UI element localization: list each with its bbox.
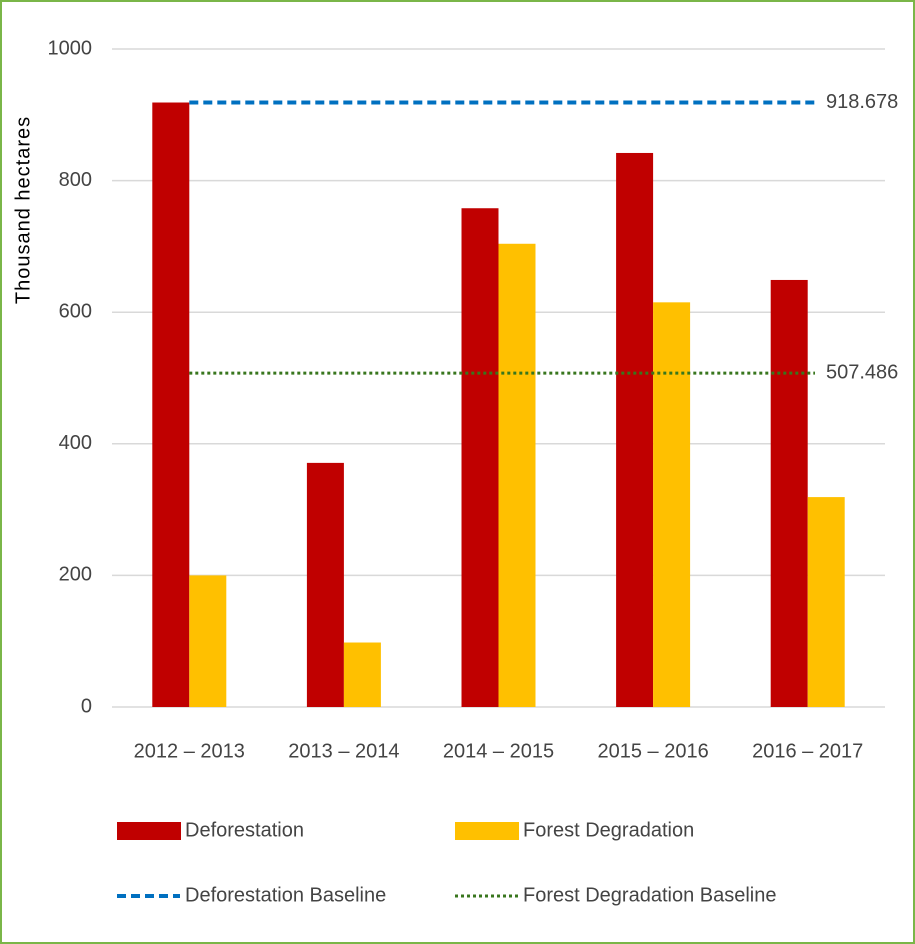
y-tick-label: 1000 xyxy=(48,37,93,59)
bar xyxy=(770,279,808,707)
y-tick-label: 200 xyxy=(59,564,92,586)
legend-swatch xyxy=(117,822,181,840)
legend-label: Forest Degradation xyxy=(523,819,694,841)
x-tick-label: 2015 – 2016 xyxy=(597,740,708,762)
legend-label: Forest Degradation Baseline xyxy=(523,884,776,906)
bar xyxy=(498,243,536,707)
x-tick-label: 2016 – 2017 xyxy=(752,740,863,762)
bar xyxy=(343,642,381,707)
baseline-label: 918.678 xyxy=(826,91,898,113)
baseline-label: 507.486 xyxy=(826,361,898,383)
x-tick-label: 2014 – 2015 xyxy=(443,740,554,762)
y-tick-label: 800 xyxy=(59,169,92,191)
y-tick-label: 400 xyxy=(59,432,92,454)
legend-label: Deforestation Baseline xyxy=(185,884,386,906)
legend-label: Deforestation xyxy=(185,819,304,841)
y-tick-label: 600 xyxy=(59,300,92,322)
y-tick-label: 0 xyxy=(81,695,92,717)
bar xyxy=(306,462,344,707)
bar xyxy=(189,575,227,707)
bar xyxy=(616,152,654,708)
legend-swatch xyxy=(455,822,519,840)
x-tick-label: 2012 – 2013 xyxy=(134,740,245,762)
bar xyxy=(807,497,845,707)
y-axis-label: Thousand hectares xyxy=(12,116,34,304)
x-tick-label: 2013 – 2014 xyxy=(288,740,399,762)
bar xyxy=(152,102,190,707)
bar xyxy=(653,302,691,707)
bar xyxy=(461,208,499,707)
